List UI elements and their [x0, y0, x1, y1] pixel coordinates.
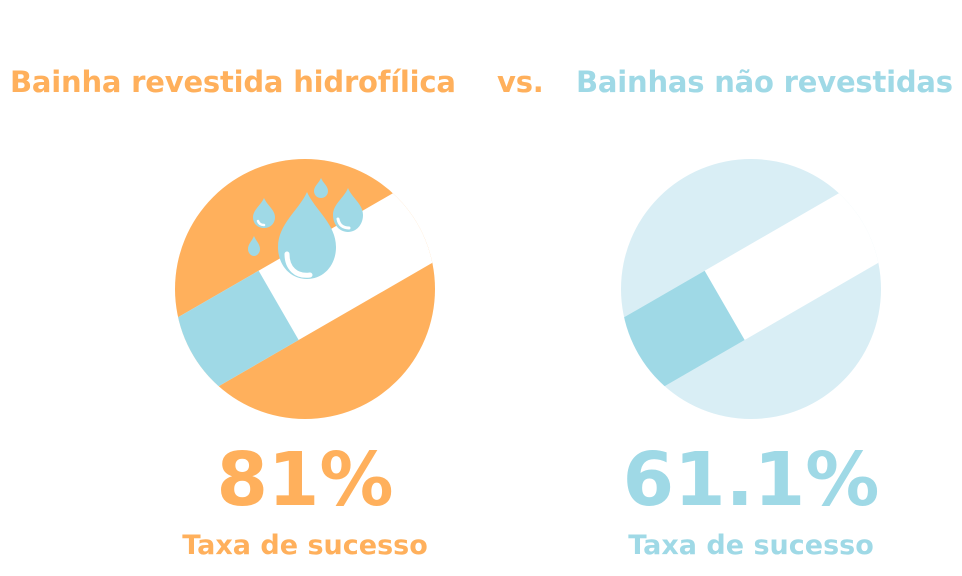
uncoated-sheath-title: Bainhas não revestidas: [576, 65, 953, 99]
coated-success-rate-label: Taxa de sucesso: [182, 530, 428, 561]
comparison-header: Bainha revestida hidrofílica vs. Bainhas…: [0, 58, 962, 106]
coated-success-rate-value: 81%: [216, 437, 394, 523]
water-drops-icon: [248, 178, 363, 279]
uncoated-success-rate-label: Taxa de sucesso: [628, 530, 874, 561]
coated-sheath-with-water-drops-icon: [174, 158, 436, 420]
versus-label: vs.: [497, 65, 544, 99]
uncoated-sheath-icon: [620, 158, 882, 420]
coated-sheath-title: Bainha revestida hidrofílica: [10, 65, 456, 99]
uncoated-success-rate-value: 61.1%: [622, 437, 880, 523]
